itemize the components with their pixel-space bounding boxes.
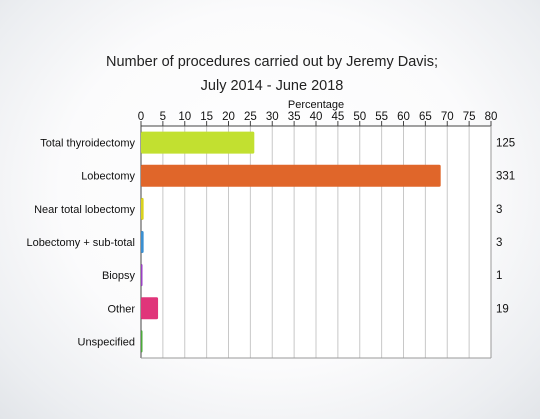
x-tick-label: 80 bbox=[485, 111, 498, 123]
chart-title-line1: Number of procedures carried out by Jere… bbox=[106, 54, 438, 70]
plot-area: 0 5 10 15 20 25 30 35 40 45 50 55 60 65 70 75 80 Total th… bbox=[26, 111, 515, 359]
x-tick-label: 35 bbox=[288, 111, 301, 123]
category-label: Unspecified bbox=[78, 336, 135, 348]
x-tick-label: 70 bbox=[441, 111, 454, 123]
x-tick-label: 5 bbox=[160, 111, 166, 123]
x-tick-label: 10 bbox=[178, 111, 191, 123]
x-tick-label: 15 bbox=[200, 111, 213, 123]
bar-total-thyroidectomy bbox=[141, 131, 255, 154]
category-label: Lobectomy bbox=[81, 171, 135, 183]
bar-lobectomy-sub-total bbox=[141, 231, 144, 253]
bar-biopsy bbox=[141, 264, 143, 287]
x-tick-label: 30 bbox=[266, 111, 279, 123]
x-tick-label: 60 bbox=[397, 111, 410, 123]
count-label: 331 bbox=[496, 171, 515, 183]
x-tick-label: 65 bbox=[419, 111, 432, 123]
category-label: Lobectomy + sub-total bbox=[26, 237, 135, 249]
chart-title-line2: July 2014 - June 2018 bbox=[201, 78, 344, 94]
count-label: 125 bbox=[496, 138, 515, 150]
x-tick-label: 55 bbox=[375, 111, 388, 123]
x-axis-label: Percentage bbox=[288, 99, 344, 111]
category-label: Other bbox=[107, 303, 135, 315]
x-tick-label: 20 bbox=[222, 111, 235, 123]
x-tick-label: 50 bbox=[353, 111, 366, 123]
x-tick-label: 25 bbox=[244, 111, 257, 123]
x-tick-label: 45 bbox=[331, 111, 344, 123]
bar-other bbox=[141, 297, 159, 320]
count-label: 3 bbox=[496, 237, 502, 249]
count-label: 3 bbox=[496, 204, 502, 216]
category-label: Total thyroidectomy bbox=[40, 138, 135, 150]
count-label: 1 bbox=[496, 270, 502, 282]
x-tick-label: 40 bbox=[310, 111, 323, 123]
category-label: Near total lobectomy bbox=[34, 204, 135, 216]
category-label: Biopsy bbox=[102, 270, 136, 282]
bar-unspecified bbox=[141, 330, 143, 353]
x-tick-label: 75 bbox=[463, 111, 476, 123]
bar-lobectomy bbox=[141, 164, 441, 187]
bar-near-total-lobectomy bbox=[141, 197, 144, 220]
x-tick-label: 0 bbox=[138, 111, 144, 123]
count-label: 19 bbox=[496, 303, 509, 315]
